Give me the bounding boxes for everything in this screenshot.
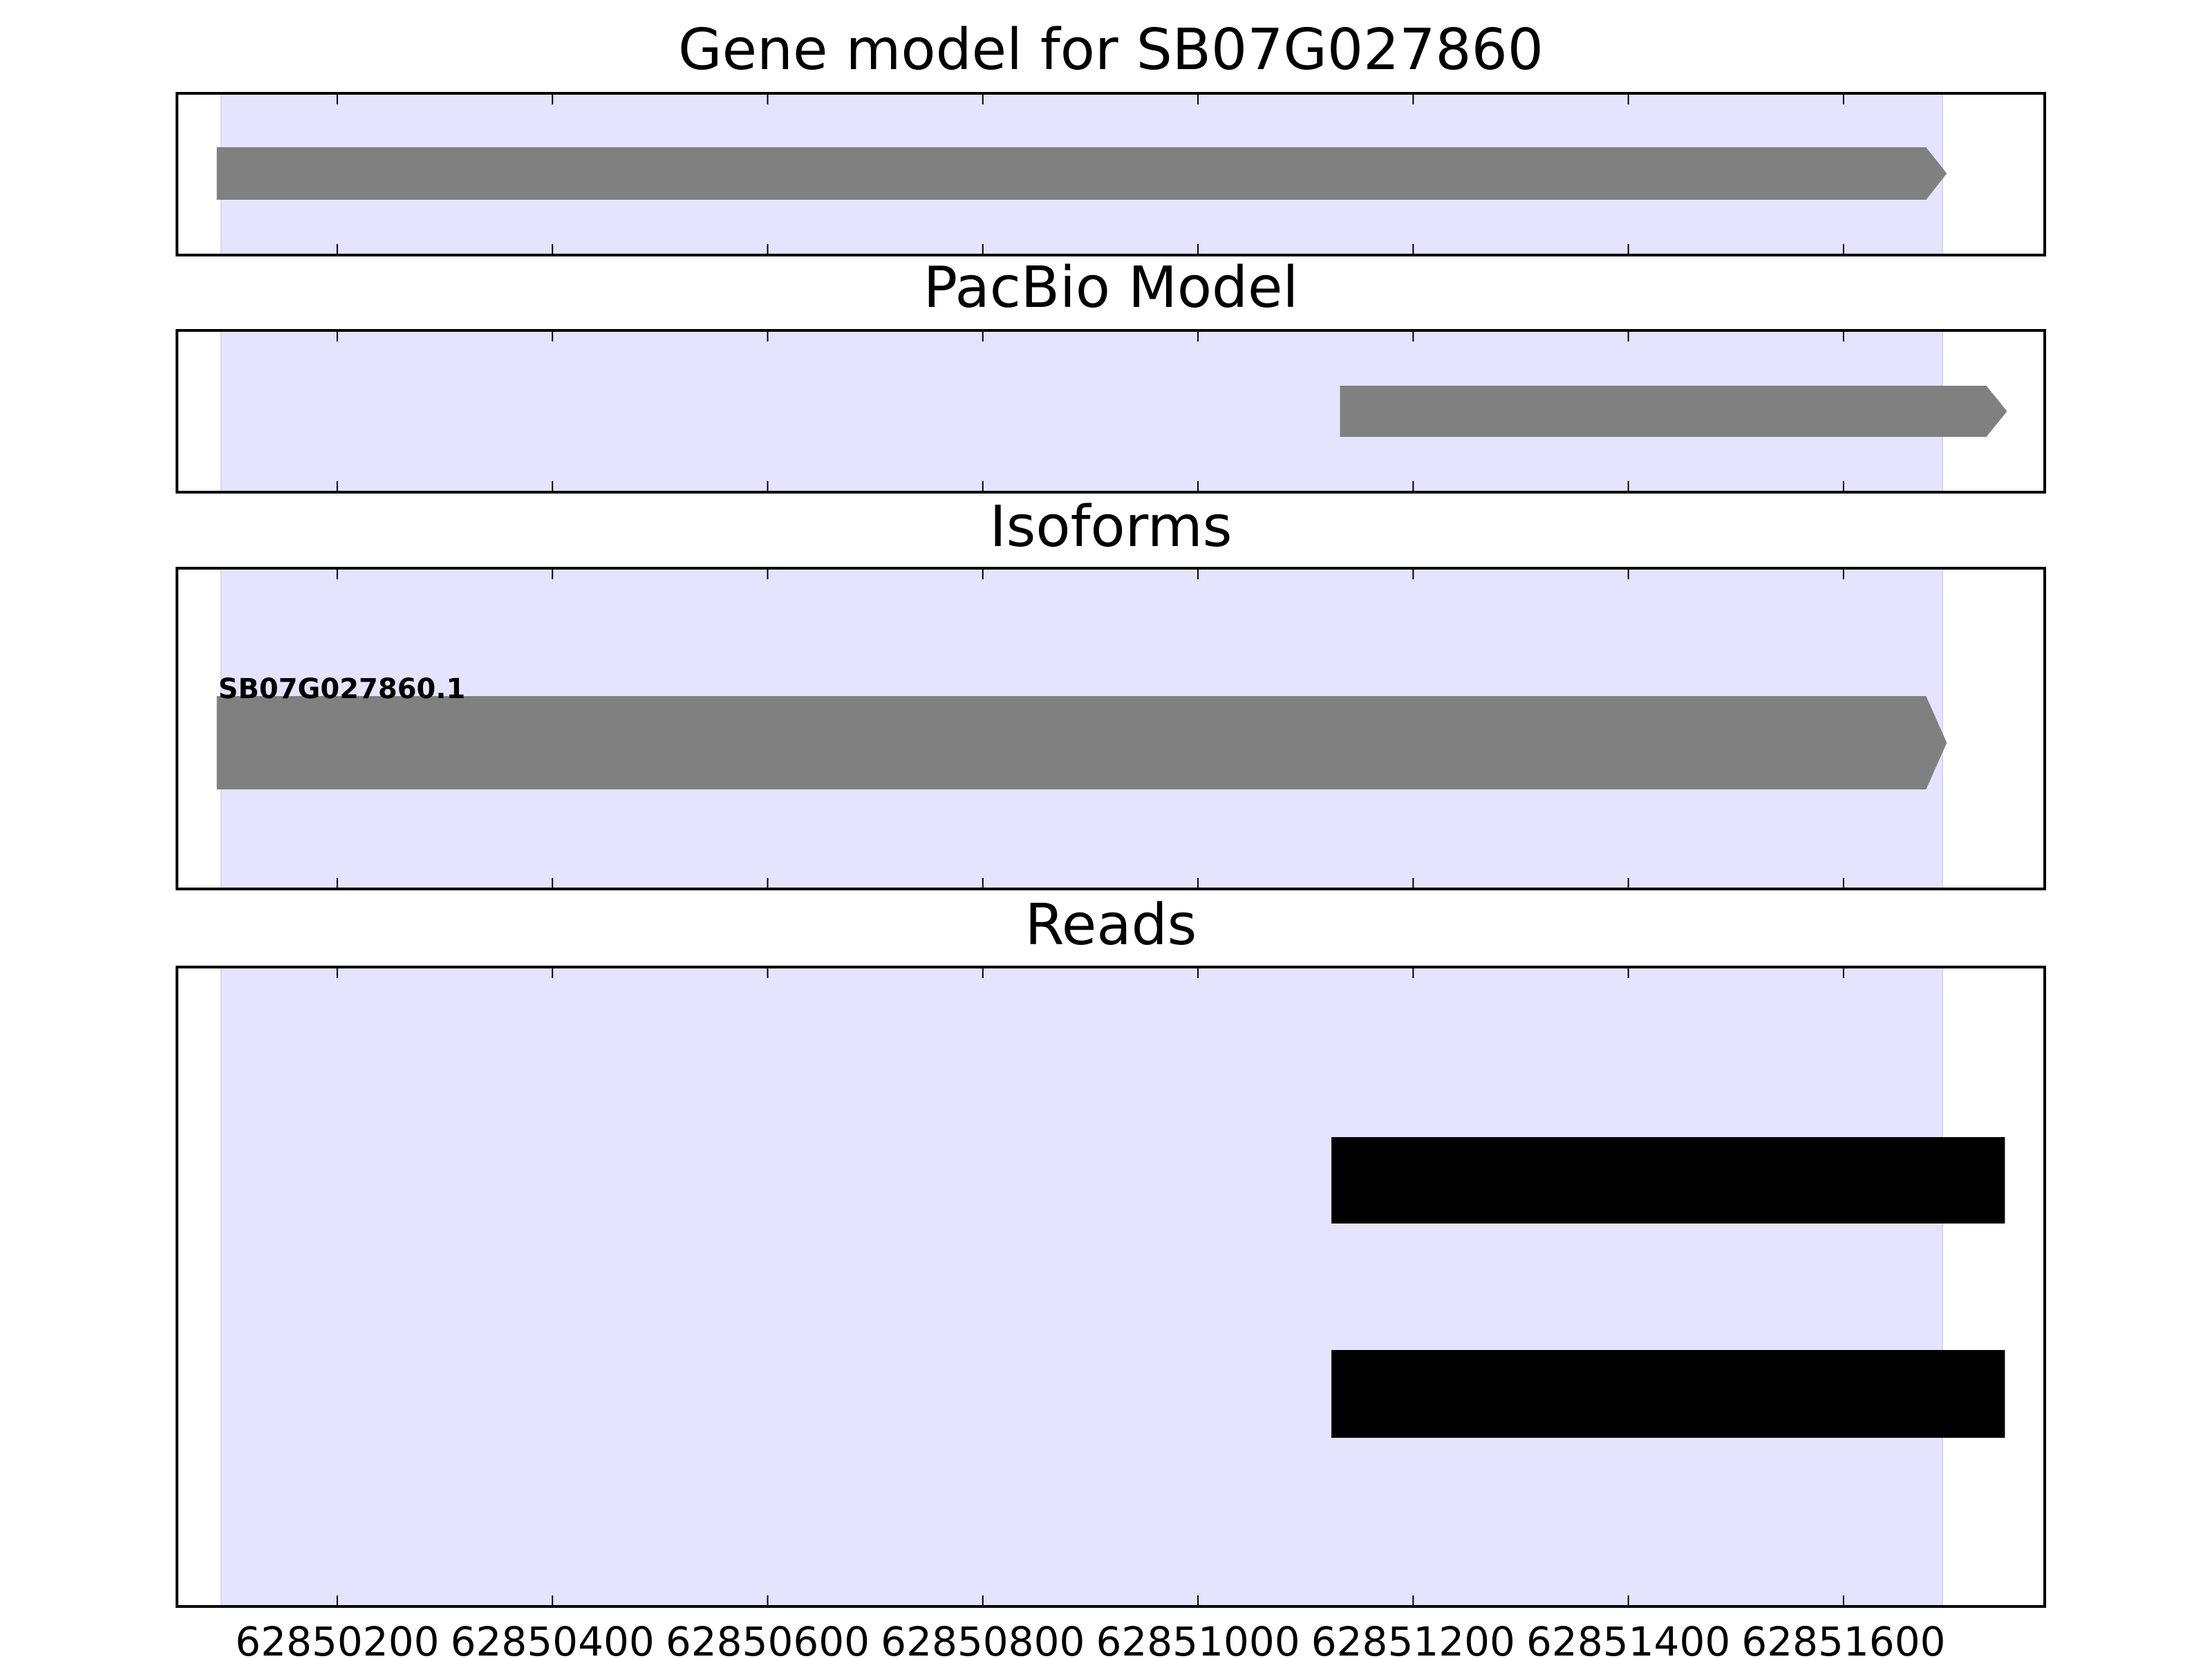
panel-title-isoforms: Isoforms xyxy=(990,494,1232,560)
panel-title-reads: Reads xyxy=(1025,892,1197,958)
feature-arrow xyxy=(1340,386,2007,437)
axes-frame xyxy=(176,92,2046,256)
panel-title-pacbio-model: PacBio Model xyxy=(924,255,1299,321)
read-bar xyxy=(1331,1350,2005,1438)
feature-arrow xyxy=(216,147,1947,200)
x-tick-label: 62851000 xyxy=(1096,1618,1300,1659)
axes-frame xyxy=(176,329,2046,494)
x-tick-label: 62850200 xyxy=(235,1618,439,1659)
feature-arrow xyxy=(216,696,1947,789)
panel-title-gene-model: Gene model for SB07G027860 xyxy=(678,17,1544,83)
panel-2 xyxy=(176,329,2046,494)
axes-frame xyxy=(176,567,2046,890)
panel-1 xyxy=(176,92,2046,256)
x-tick-label: 62850600 xyxy=(666,1618,870,1659)
panel-3 xyxy=(176,567,2046,890)
axes-frame xyxy=(176,966,2046,1608)
x-tick-label: 62851200 xyxy=(1311,1618,1515,1659)
highlight-region xyxy=(220,966,1944,1607)
x-tick-label: 62850400 xyxy=(451,1618,655,1659)
read-bar xyxy=(1331,1137,2005,1224)
panel-4 xyxy=(176,966,2046,1608)
x-tick-label: 62851600 xyxy=(1741,1618,1945,1659)
x-tick-label: 62850800 xyxy=(881,1618,1085,1659)
x-tick-label: 62851400 xyxy=(1526,1618,1730,1659)
isoform-label: SB07G027860.1 xyxy=(218,673,466,705)
